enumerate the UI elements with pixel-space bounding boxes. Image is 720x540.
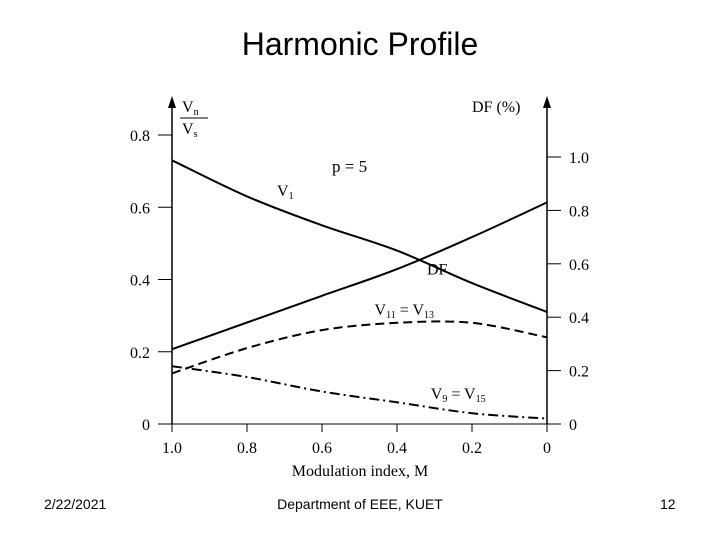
y-left-tick-label: 0.4 bbox=[130, 273, 150, 290]
series-line-4 bbox=[171, 365, 548, 420]
y-right-tick-label: 1.0 bbox=[569, 150, 589, 167]
right-axis-arrow-icon bbox=[543, 96, 551, 108]
y-right-tick-label: 0.4 bbox=[569, 310, 589, 327]
x-tick-label: 0.6 bbox=[312, 440, 332, 457]
series-line-2 bbox=[171, 201, 548, 351]
x-tick-label: 1.0 bbox=[162, 440, 182, 457]
footer-department: Department of EEE, KUET bbox=[277, 496, 443, 512]
y-left-label-denominator: Vs bbox=[182, 121, 198, 140]
y-left-label-numerator: Vn bbox=[182, 99, 199, 118]
harmonic-profile-chart: Vn Vs DF (%) p = 5 Modulation index, M 0… bbox=[130, 96, 589, 480]
y-right-label: DF (%) bbox=[472, 99, 520, 116]
series-label-3: V11 = V13 bbox=[375, 302, 435, 321]
y-left-tick-label: 0 bbox=[142, 417, 150, 434]
chart-annotation: p = 5 bbox=[332, 157, 367, 176]
y-right-tick-label: 0.6 bbox=[569, 257, 589, 274]
y-right-tick-label: 0.8 bbox=[569, 203, 589, 220]
y-right-tick-label: 0 bbox=[569, 417, 577, 434]
left-axis-arrow-icon bbox=[168, 96, 176, 108]
x-tick-label: 0 bbox=[543, 440, 551, 457]
footer-page-number: 12 bbox=[660, 496, 676, 512]
series-line-1 bbox=[171, 159, 548, 313]
x-tick-label: 0.2 bbox=[462, 440, 482, 457]
series-label-2: DF bbox=[427, 261, 448, 278]
y-left-tick-label: 0.8 bbox=[130, 128, 150, 145]
footer-date: 2/22/2021 bbox=[44, 496, 107, 512]
series-line-3 bbox=[171, 320, 548, 375]
y-right-tick-label: 0.2 bbox=[569, 364, 589, 381]
x-tick-label: 0.4 bbox=[387, 440, 407, 457]
x-axis-label: Modulation index, M bbox=[292, 463, 428, 480]
series-label-4: V9 = V15 bbox=[431, 386, 486, 405]
y-left-tick-label: 0.2 bbox=[130, 345, 150, 362]
x-tick-label: 0.8 bbox=[237, 440, 257, 457]
y-left-tick-label: 0.6 bbox=[130, 200, 150, 217]
series-label-1: V1 bbox=[277, 183, 294, 202]
slide-title: Harmonic Profile bbox=[241, 26, 479, 62]
